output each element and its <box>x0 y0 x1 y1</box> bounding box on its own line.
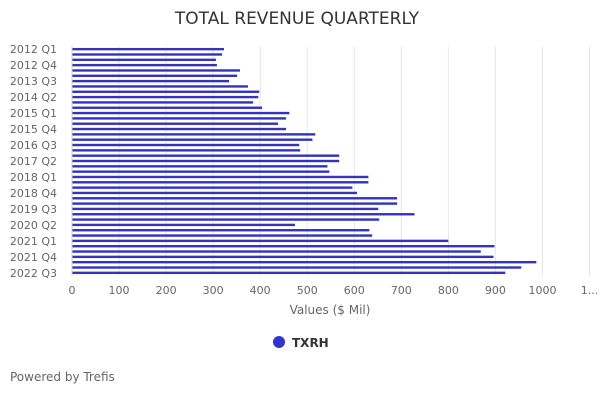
bar-2016-q1[interactable] <box>72 133 316 136</box>
bar-2015-q3[interactable] <box>72 122 279 125</box>
bar-2021-q1[interactable] <box>72 239 449 243</box>
bar-2016-q4[interactable] <box>72 149 301 152</box>
bar-2016-q2[interactable] <box>72 138 313 141</box>
bar-2021-q2[interactable] <box>72 245 495 248</box>
bar-2014-q3[interactable] <box>72 101 254 104</box>
bar-2021-q4[interactable] <box>72 255 494 259</box>
x-tick-label: 800 <box>438 284 459 297</box>
bar-2019-q3[interactable] <box>72 207 379 211</box>
bar-2014-q2[interactable] <box>72 95 259 99</box>
y-tick-label: 2015 Q4 <box>10 123 57 136</box>
bar-2022-q1[interactable] <box>72 260 537 264</box>
bar-2015-q1[interactable] <box>72 111 290 115</box>
bar-2020-q3[interactable] <box>72 229 370 232</box>
bar-2016-q3[interactable] <box>72 143 300 147</box>
x-tick-label: 200 <box>156 284 177 297</box>
y-tick-label: 2018 Q4 <box>10 187 57 200</box>
y-tick-label: 2019 Q3 <box>10 203 57 216</box>
bar-2017-q2[interactable] <box>72 159 340 163</box>
y-tick-label: 2012 Q1 <box>10 43 57 56</box>
legend-label-txrh[interactable]: TXRH <box>292 336 329 350</box>
x-tick-label: 1000 <box>528 284 556 297</box>
x-tick-label: 600 <box>344 284 365 297</box>
y-tick-label: 2022 Q3 <box>10 267 57 280</box>
bar-2017-q3[interactable] <box>72 165 328 168</box>
x-tick-label: 500 <box>297 284 318 297</box>
y-tick-label: 2018 Q1 <box>10 171 57 184</box>
x-tick-label: 700 <box>391 284 412 297</box>
bar-2012-q2[interactable] <box>72 53 223 56</box>
bar-2022-q2[interactable] <box>72 266 522 269</box>
x-tick-label: 0 <box>69 284 76 297</box>
y-tick-label: 2021 Q1 <box>10 235 57 248</box>
bar-2020-q2[interactable] <box>72 223 295 227</box>
bar-2018-q2[interactable] <box>72 181 369 184</box>
bar-2012-q4[interactable] <box>72 63 217 67</box>
x-axis-label: Values ($ Mil) <box>290 303 371 317</box>
bar-2019-q1[interactable] <box>72 197 398 200</box>
x-axis-ticks: 0 100 200 300 400 500 600 700 800 900 1000 1... <box>69 284 599 297</box>
y-tick-label: 2020 Q2 <box>10 219 57 232</box>
legend[interactable]: TXRH <box>273 336 329 350</box>
bar-2020-q4[interactable] <box>72 234 373 237</box>
bar-2017-q1[interactable] <box>72 154 340 157</box>
bar-2012-q1[interactable] <box>72 47 224 51</box>
bar-2013-q2[interactable] <box>72 74 238 77</box>
y-tick-label: 2016 Q3 <box>10 139 57 152</box>
bar-2012-q3[interactable] <box>72 58 216 62</box>
x-tick-label: 900 <box>485 284 506 297</box>
y-tick-label: 2012 Q4 <box>10 59 57 72</box>
y-tick-label: 2017 Q2 <box>10 155 57 168</box>
y-tick-label: 2014 Q2 <box>10 91 57 104</box>
bar-2014-q4[interactable] <box>72 106 263 109</box>
bar-2014-q1[interactable] <box>72 90 260 93</box>
bar-2015-q2[interactable] <box>72 117 287 120</box>
bar-2013-q4[interactable] <box>72 85 248 88</box>
y-tick-label: 2015 Q1 <box>10 107 57 120</box>
bar-2019-q4[interactable] <box>72 213 415 216</box>
bar-2019-q2[interactable] <box>72 202 398 205</box>
x-tick-label: 100 <box>109 284 130 297</box>
bar-2013-q1[interactable] <box>72 69 240 72</box>
y-tick-label: 2013 Q3 <box>10 75 57 88</box>
y-tick-label: 2021 Q4 <box>10 251 57 264</box>
x-tick-label: 400 <box>250 284 271 297</box>
bars-group <box>72 47 537 275</box>
x-tick-label: 1... <box>581 284 599 297</box>
powered-by-footer: Powered by Trefis <box>10 370 115 384</box>
bar-2013-q3[interactable] <box>72 79 230 83</box>
bar-2015-q4[interactable] <box>72 127 287 131</box>
bar-2018-q4[interactable] <box>72 191 358 195</box>
bar-2021-q3[interactable] <box>72 250 481 253</box>
chart-title: TOTAL REVENUE QUARTERLY <box>174 9 420 29</box>
x-tick-label: 300 <box>203 284 224 297</box>
y-axis-ticks: 2012 Q1 2012 Q4 2013 Q3 2014 Q2 2015 Q1 2015 … <box>10 43 57 280</box>
bar-2022-q3[interactable] <box>72 271 506 275</box>
bar-2017-q4[interactable] <box>72 170 330 173</box>
bar-2018-q3[interactable] <box>72 186 353 189</box>
bar-2018-q1[interactable] <box>72 175 369 179</box>
bar-2020-q1[interactable] <box>72 218 380 221</box>
legend-marker-txrh <box>273 336 285 348</box>
